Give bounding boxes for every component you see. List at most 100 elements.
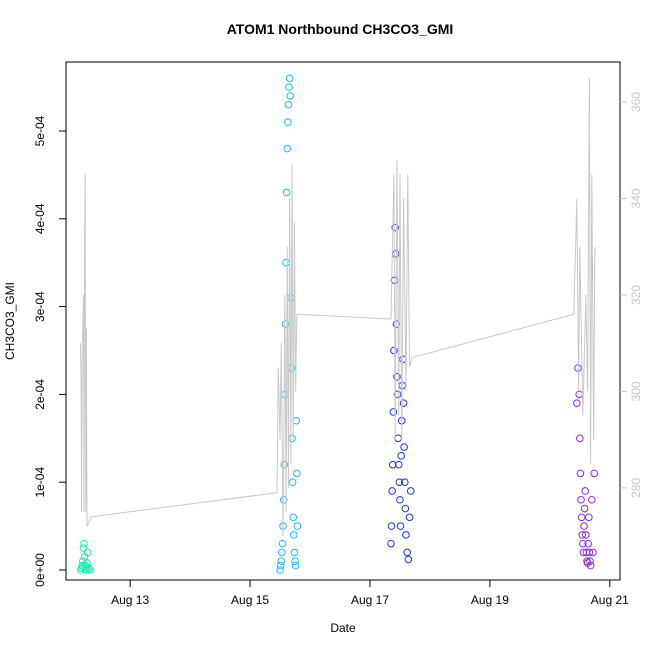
point <box>282 188 291 197</box>
point <box>586 557 594 566</box>
point <box>276 561 285 570</box>
point <box>289 513 298 522</box>
point <box>292 416 301 425</box>
point <box>388 460 397 469</box>
point <box>285 83 293 91</box>
point <box>286 92 295 100</box>
point <box>585 548 594 557</box>
point <box>395 478 404 486</box>
point <box>393 373 401 381</box>
point <box>404 555 413 564</box>
point <box>290 531 298 539</box>
point <box>588 495 596 504</box>
point <box>285 74 294 83</box>
point <box>576 469 585 478</box>
point <box>589 548 597 557</box>
point <box>277 557 286 566</box>
point <box>396 522 405 530</box>
point <box>288 434 296 443</box>
point <box>283 144 292 153</box>
point <box>287 294 295 302</box>
point <box>394 434 402 443</box>
y-tick-label: 4e-04 <box>33 203 47 234</box>
y2-tick-label: 360 <box>629 92 643 112</box>
point <box>389 408 398 416</box>
point <box>391 223 399 232</box>
point <box>405 513 414 522</box>
point <box>578 531 587 539</box>
x-tick-label: Aug 13 <box>111 593 149 607</box>
point <box>400 478 409 486</box>
point <box>576 434 584 443</box>
point <box>399 399 408 407</box>
y-tick-label: 0e+00 <box>33 553 47 587</box>
point <box>276 566 284 574</box>
point <box>278 548 286 557</box>
point <box>579 548 588 557</box>
x-tick-label: Aug 19 <box>471 593 509 607</box>
point <box>78 557 87 566</box>
point <box>401 504 410 513</box>
point <box>84 565 93 573</box>
y-tick-label: 5e-04 <box>33 115 47 146</box>
x-axis-label: Date <box>330 621 356 635</box>
point <box>397 452 405 460</box>
point <box>581 487 590 495</box>
point <box>394 460 403 469</box>
point <box>80 539 88 548</box>
point <box>577 513 586 522</box>
point <box>396 495 404 504</box>
point <box>400 443 408 451</box>
y2-tick-label: 280 <box>629 478 643 498</box>
point <box>402 531 410 539</box>
y-axis-label: CH3CO3_GMI <box>3 282 17 360</box>
line-series <box>79 77 596 537</box>
point <box>579 539 587 548</box>
point <box>390 346 398 355</box>
plot-frame <box>65 61 621 581</box>
point <box>282 258 290 267</box>
y-tick-label: 2e-04 <box>33 379 47 410</box>
point <box>288 478 297 486</box>
point <box>278 539 287 548</box>
point <box>406 487 415 495</box>
point <box>293 469 301 478</box>
point <box>81 566 90 574</box>
point <box>280 460 289 469</box>
y2-tick-label: 340 <box>629 188 643 208</box>
point <box>284 100 293 109</box>
point <box>86 566 94 574</box>
point <box>387 539 395 548</box>
point <box>590 469 599 478</box>
point <box>393 390 402 399</box>
point <box>291 557 299 566</box>
point <box>281 390 289 399</box>
point <box>575 390 584 399</box>
point <box>290 548 299 557</box>
point <box>387 522 396 530</box>
point <box>403 548 411 557</box>
x-tick-label: Aug 17 <box>351 593 389 607</box>
point <box>582 531 590 539</box>
point <box>584 539 593 548</box>
point <box>577 495 585 504</box>
y2-tick-label: 320 <box>629 285 643 305</box>
point <box>388 487 396 495</box>
point <box>586 561 595 570</box>
point <box>293 522 302 530</box>
point <box>573 399 581 407</box>
y-tick-label: 3e-04 <box>33 291 47 322</box>
x-tick-label: Aug 21 <box>591 593 629 607</box>
y-tick-label: 1e-04 <box>33 467 47 498</box>
point <box>79 544 88 552</box>
point <box>291 561 300 570</box>
point <box>580 522 588 530</box>
point <box>585 513 593 522</box>
point <box>580 504 589 513</box>
point <box>83 548 92 557</box>
y2-tick-label: 300 <box>629 381 643 401</box>
chart-title: ATOM1 Northbound CH3CO3_GMI <box>227 21 454 37</box>
x-tick-label: Aug 15 <box>231 593 269 607</box>
point <box>284 118 292 127</box>
